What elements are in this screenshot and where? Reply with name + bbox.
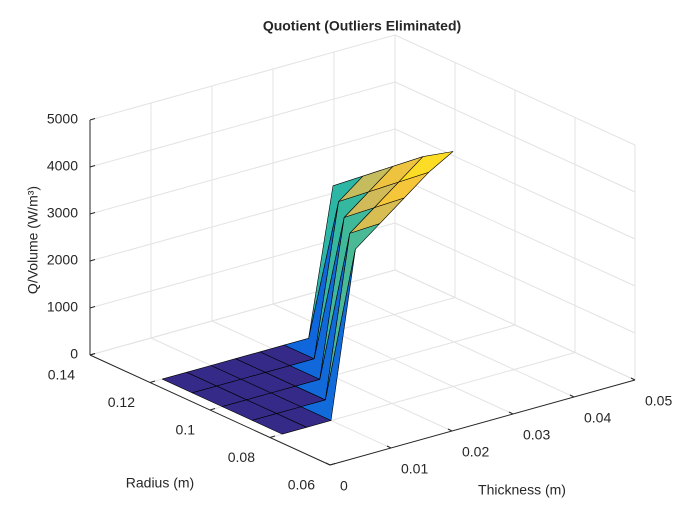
x-tick-label: 0.03 [523, 427, 550, 443]
grid-line [394, 175, 636, 287]
grid-line [394, 128, 636, 240]
x-tick-label: 0.04 [584, 410, 611, 426]
tick-mark [329, 463, 336, 466]
y-tick-label: 0.06 [288, 477, 315, 493]
z-tick-label: 1000 [47, 299, 78, 315]
tick-mark [386, 445, 392, 449]
grid [89, 34, 636, 466]
z-tick-label: 5000 [47, 111, 78, 127]
z-tick-label: 4000 [47, 158, 78, 174]
z-tick-label: 0 [70, 346, 78, 362]
tick-mark [269, 435, 276, 438]
tick-mark [89, 353, 96, 356]
tick-mark [89, 212, 96, 215]
grid-line [89, 81, 396, 168]
tick-mark [508, 411, 514, 415]
y-tick-label: 0.12 [108, 394, 135, 410]
tick-mark [89, 165, 96, 168]
tick-mark [89, 259, 96, 262]
grid-line [89, 34, 396, 121]
grid-line [394, 34, 636, 146]
x-tick-label: 0.05 [645, 393, 672, 409]
z-axis-label: Q/Volume (W/m³) [25, 186, 41, 294]
x-axis-label: Thickness (m) [478, 482, 566, 498]
grid-line [89, 128, 396, 215]
x-tick-label: 0.02 [462, 444, 489, 460]
tick-labels: 0 0.01 0.02 0.03 0.04 0.05 0.06 0.08 0.1 0.12 0.14… [47, 111, 673, 494]
grid-line [394, 81, 636, 193]
y-tick-label: 0.08 [228, 449, 255, 465]
z-tick-label: 3000 [47, 205, 78, 221]
grid-line [394, 222, 636, 334]
y-tick-label: 0.14 [48, 367, 75, 383]
chart-title: Quotient (Outliers Eliminated) [263, 18, 461, 34]
tick-mark [325, 462, 331, 466]
y-axis-label: Radius (m) [126, 475, 194, 491]
axis-line [329, 379, 636, 466]
tick-mark [149, 380, 156, 383]
tick-mark [447, 428, 453, 432]
tick-mark [89, 306, 96, 309]
x-tick-label: 0.01 [401, 461, 428, 477]
z-tick-label: 2000 [47, 252, 78, 268]
tick-mark [89, 118, 96, 121]
x-tick-label: 0 [340, 478, 348, 494]
tick-mark [630, 377, 636, 381]
surface-face [251, 413, 307, 435]
surface [161, 151, 454, 435]
grid-line [394, 269, 636, 381]
tick-mark [569, 394, 575, 398]
tick-mark [209, 408, 216, 411]
y-tick-label: 0.1 [176, 422, 196, 438]
